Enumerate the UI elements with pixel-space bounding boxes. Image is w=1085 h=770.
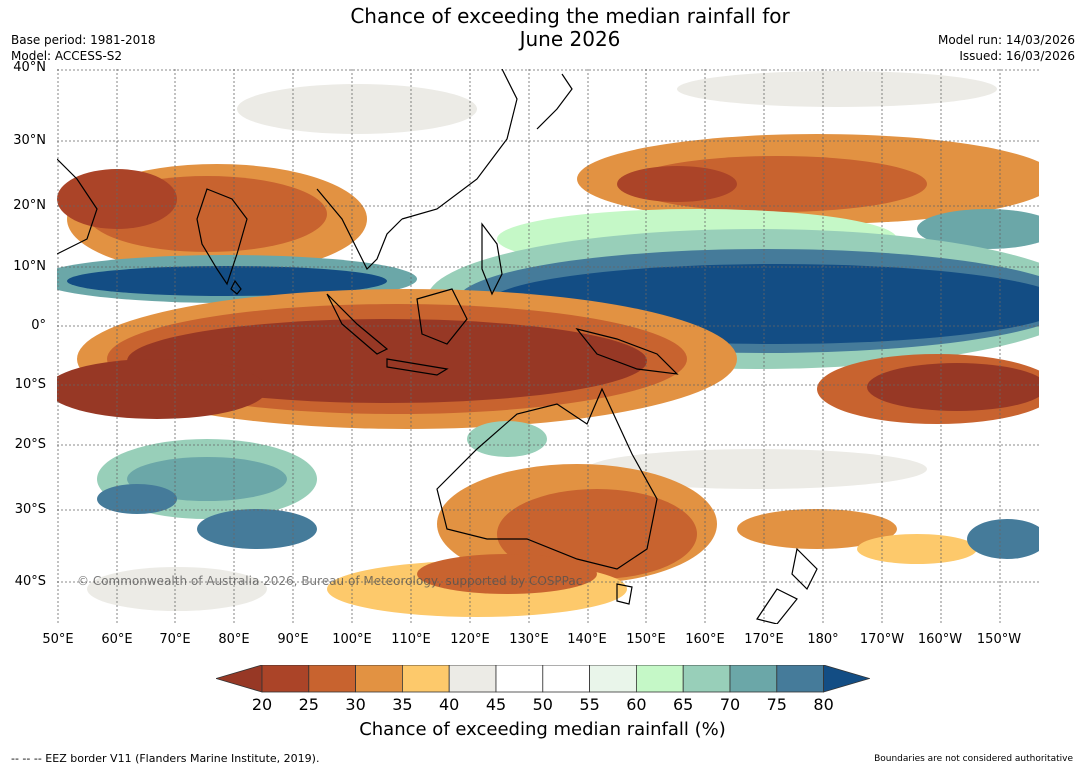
colorbar-arrow-low — [216, 665, 263, 693]
lon-tick-70e: 70°E — [159, 632, 191, 647]
coastline-indochina — [316, 188, 403, 271]
lon-tick-100e: 100°E — [332, 632, 372, 647]
meta-right: Model run: 14/03/2026 Issued: 16/03/2026 — [938, 32, 1075, 64]
eez-border-note: -- -- -- EEZ border V11 (Flanders Marine… — [11, 752, 320, 765]
coastline-philippines — [481, 222, 503, 296]
lat-tick-20s: 20°S — [14, 437, 46, 452]
lon-tick-170w: 170°W — [859, 632, 905, 647]
colorbar-segment — [682, 665, 731, 693]
colorbar-tick-label: 65 — [673, 695, 694, 714]
coastline-sumatra — [326, 293, 389, 355]
copyright-watermark: © Commonwealth of Australia 2026, Bureau… — [77, 574, 583, 588]
coastline-new-zealand-north — [791, 547, 818, 591]
colorbar-segments — [216, 665, 870, 693]
coastline-borneo — [416, 288, 468, 345]
lon-tick-160w: 160°W — [917, 632, 963, 647]
colorbar-segment — [542, 665, 590, 693]
model-label: Model: ACCESS-S2 — [11, 49, 123, 63]
colorbar-arrow-high — [823, 665, 870, 693]
coastline-arabia — [57, 158, 98, 255]
title-line-2: June 2026 — [519, 27, 621, 51]
lon-tick-180: 180° — [807, 632, 839, 647]
coastline-india — [196, 188, 248, 286]
rainfall-field — [57, 71, 1039, 617]
model-run-label: Model run: 14/03/2026 — [937, 33, 1075, 47]
colorbar-tick-label: 45 — [485, 695, 507, 714]
coastline-new-guinea — [575, 327, 679, 375]
colorbar-segment — [495, 665, 544, 693]
colorbar-segment — [401, 665, 450, 693]
lat-tick-10n: 10°N — [13, 259, 46, 274]
coastline-new-zealand-south — [756, 588, 798, 624]
lon-tick-160e: 160°E — [685, 632, 725, 647]
lon-tick-130e: 130°E — [509, 632, 549, 647]
lat-tick-30n: 30°N — [13, 133, 46, 148]
coastline-australia — [436, 387, 658, 570]
colorbar-tick-label: 25 — [298, 695, 319, 714]
colorbar — [216, 665, 870, 693]
colorbar-tick-label: 70 — [719, 695, 741, 714]
coastline-tasmania — [616, 583, 633, 605]
lat-tick-40n: 40°N — [13, 60, 46, 75]
gridlines — [57, 69, 1039, 624]
lat-tick-40s: 40°S — [14, 574, 46, 589]
colorbar-tick-label: 30 — [345, 695, 366, 714]
lon-tick-150w: 150°W — [976, 632, 1022, 647]
colorbar-tick-label: 35 — [392, 695, 413, 714]
colorbar-tick-label: 55 — [579, 695, 600, 714]
colorbar-tick-label: 20 — [251, 695, 273, 714]
lon-tick-60e: 60°E — [101, 632, 133, 647]
coastline-java — [386, 358, 449, 376]
issued-label: Issued: 16/03/2026 — [959, 49, 1075, 63]
colorbar-title: Chance of exceeding median rainfall (%) — [359, 719, 726, 740]
lon-tick-50e: 50°E — [42, 632, 74, 647]
chart-title: Chance of exceeding the median rainfall … — [0, 5, 1085, 51]
coastline-japan — [536, 73, 573, 130]
rainfall-map — [57, 69, 1039, 624]
colorbar-segment — [261, 665, 310, 693]
lat-tick-20n: 20°N — [13, 198, 46, 213]
lon-tick-80e: 80°E — [218, 632, 250, 647]
meta-left: Base period: 1981-2018 Model: ACCESS-S2 — [11, 32, 156, 64]
colorbar-segment — [635, 665, 684, 693]
colorbar-tick-label: 80 — [813, 695, 834, 714]
title-line-1: Chance of exceeding the median rainfall … — [350, 4, 790, 28]
lat-tick-0: 0° — [31, 318, 46, 333]
colorbar-segment — [308, 665, 357, 693]
coastline-sri-lanka — [230, 279, 242, 295]
colorbar-tick-label: 75 — [766, 695, 787, 714]
lon-tick-120e: 120°E — [450, 632, 490, 647]
colorbar-tick-label: 50 — [532, 695, 553, 714]
lon-tick-150e: 150°E — [626, 632, 666, 647]
lat-tick-30s: 30°S — [14, 502, 46, 517]
lon-tick-110e: 110°E — [391, 632, 431, 647]
coastline-china — [401, 69, 518, 220]
coastlines — [57, 69, 818, 624]
lon-tick-140e: 140°E — [567, 632, 607, 647]
colorbar-tick-label: 60 — [626, 695, 647, 714]
lon-tick-170e: 170°E — [744, 632, 784, 647]
colorbar-tick-label: 40 — [439, 695, 460, 714]
colorbar-segment — [729, 665, 778, 693]
base-period-label: Base period: 1981-2018 — [11, 33, 156, 47]
colorbar-segment — [776, 665, 824, 693]
lon-tick-90e: 90°E — [277, 632, 309, 647]
map-canvas — [57, 69, 1039, 624]
lat-tick-10s: 10°S — [14, 377, 46, 392]
colorbar-segment — [355, 665, 403, 693]
colorbar-segment — [589, 665, 637, 693]
colorbar-segment — [448, 665, 497, 693]
boundaries-disclaimer: Boundaries are not considered authoritat… — [874, 754, 1073, 764]
